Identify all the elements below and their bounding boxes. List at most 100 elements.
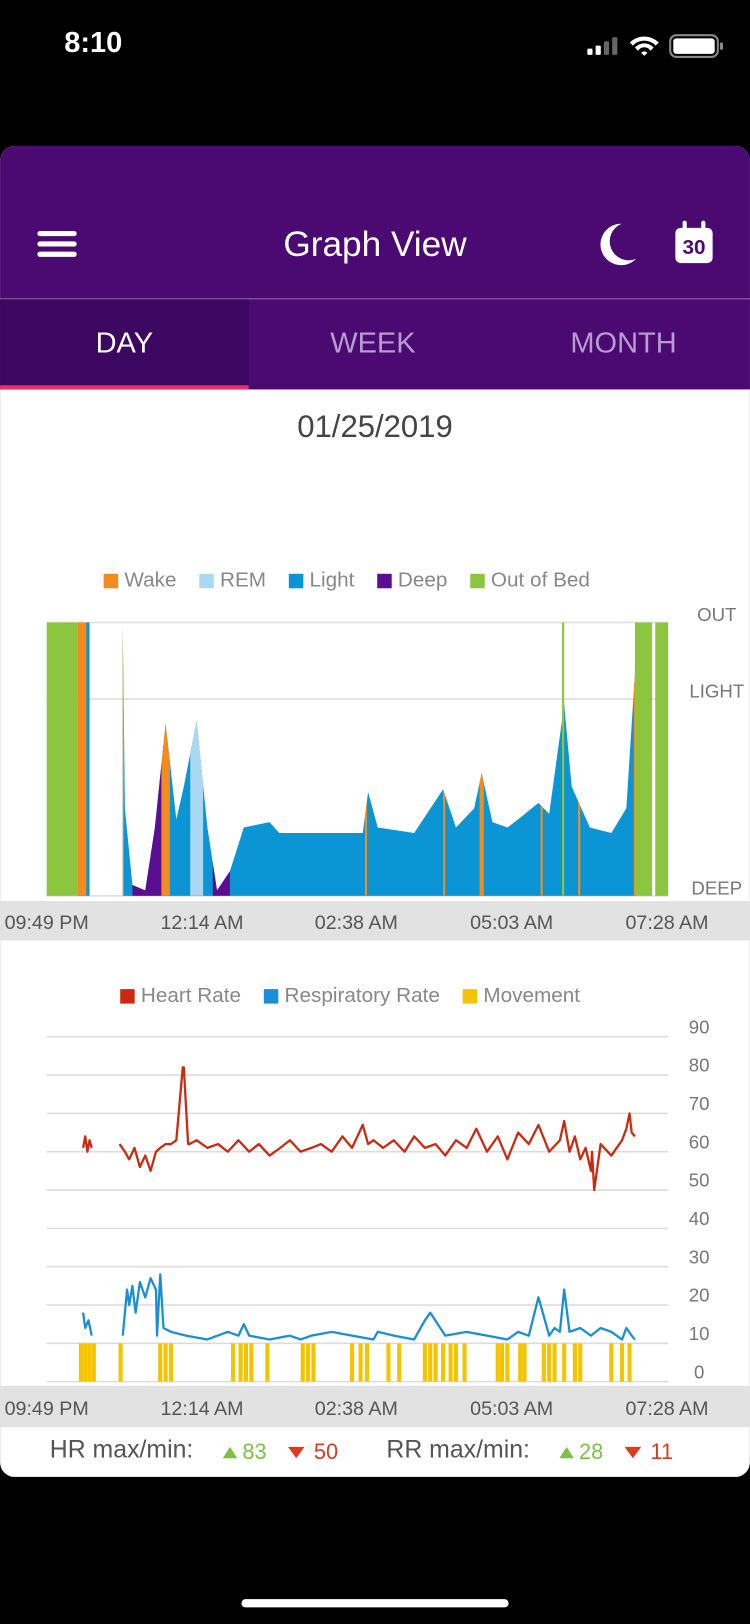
legend-swatch bbox=[103, 573, 119, 589]
movement-bar bbox=[505, 1343, 510, 1382]
x-tick-label: 07:28 AM bbox=[626, 1398, 709, 1420]
y-tick-label: 70 bbox=[689, 1093, 710, 1114]
rr-max: 28 bbox=[579, 1439, 603, 1464]
series-line bbox=[81, 1273, 636, 1341]
movement-bar bbox=[265, 1343, 270, 1382]
tab-day[interactable]: DAY bbox=[96, 328, 153, 360]
time-axis-band bbox=[0, 1385, 750, 1428]
stage-span bbox=[46, 622, 78, 896]
legend-label: REM bbox=[220, 569, 266, 592]
hr-min: 50 bbox=[314, 1439, 338, 1464]
y-tick-label: 80 bbox=[689, 1055, 710, 1076]
movement-bar bbox=[163, 1343, 168, 1382]
legend-label: Light bbox=[310, 569, 355, 592]
movement-bar bbox=[358, 1343, 363, 1382]
tab-month[interactable]: MONTH bbox=[570, 328, 676, 360]
movement-bar bbox=[306, 1343, 311, 1382]
tab-indicator bbox=[0, 385, 249, 390]
down-arrow bbox=[288, 1446, 305, 1459]
sleep-button[interactable] bbox=[600, 223, 636, 266]
y-tick-label: 60 bbox=[689, 1131, 710, 1152]
legend-label: Heart Rate bbox=[141, 984, 241, 1007]
movement-bar bbox=[441, 1343, 446, 1382]
movement-bar bbox=[87, 1343, 92, 1382]
movement-bar bbox=[428, 1343, 433, 1382]
x-tick-label: 12:14 AM bbox=[161, 1398, 244, 1420]
charts: DEEP LIGHT OUT 09:49 PM 12:14 AM 02:38 AM 05:0… bbox=[5, 569, 745, 1420]
header-title: Graph View bbox=[283, 225, 467, 264]
rr-min: 11 bbox=[651, 1439, 674, 1464]
y-tick-label: OUT bbox=[697, 604, 736, 625]
rr-label: RR max/min: bbox=[386, 1437, 530, 1464]
legend-swatch bbox=[470, 573, 485, 589]
movement-bar bbox=[448, 1343, 453, 1382]
movement-bar bbox=[547, 1343, 552, 1382]
sleep-area bbox=[77, 622, 638, 896]
legend-swatch bbox=[288, 573, 304, 589]
movement-bar bbox=[168, 1343, 174, 1382]
x-tick-label: 12:14 AM bbox=[161, 912, 244, 934]
movement-bar bbox=[91, 1343, 96, 1382]
hr-label: HR max/min: bbox=[50, 1437, 194, 1464]
legend-label: Movement bbox=[483, 984, 580, 1007]
legend-label: Respiratory Rate bbox=[285, 984, 440, 1007]
home-indicator bbox=[241, 1599, 509, 1608]
stage-span bbox=[562, 622, 565, 896]
movement-bar bbox=[499, 1343, 505, 1382]
movement-bar bbox=[231, 1343, 236, 1382]
x-tick-label: 09:49 PM bbox=[5, 912, 89, 934]
legend-swatch bbox=[120, 989, 135, 1004]
movement-bar bbox=[364, 1343, 370, 1382]
x-tick-label: 07:28 AM bbox=[626, 912, 709, 934]
up-arrow bbox=[559, 1446, 574, 1459]
movement-bar bbox=[433, 1343, 438, 1382]
header-divider bbox=[0, 298, 750, 300]
movement-bar bbox=[541, 1343, 546, 1382]
movement-bar bbox=[386, 1343, 391, 1382]
menu-button[interactable] bbox=[37, 230, 77, 257]
legend-swatch bbox=[462, 989, 478, 1004]
movement-bar bbox=[78, 1343, 84, 1382]
calendar-button[interactable]: 30 bbox=[675, 220, 713, 264]
movement-bar bbox=[609, 1343, 614, 1382]
tab-week[interactable]: WEEK bbox=[330, 328, 416, 360]
movement-bar bbox=[562, 1343, 567, 1382]
hr-max: 83 bbox=[242, 1439, 266, 1464]
calendar-day: 30 bbox=[682, 236, 705, 259]
x-tick-label: 05:03 AM bbox=[470, 1398, 553, 1420]
legend-label: Out of Bed bbox=[491, 569, 590, 592]
y-tick-label: 0 bbox=[694, 1361, 704, 1382]
movement-bar bbox=[249, 1343, 254, 1382]
y-tick-label: 40 bbox=[689, 1208, 710, 1229]
movement-bar bbox=[552, 1343, 557, 1382]
x-tick-label: 02:38 AM bbox=[315, 1398, 398, 1420]
movement-bar bbox=[422, 1343, 427, 1382]
movement-bar bbox=[578, 1343, 583, 1382]
x-tick-label: 02:38 AM bbox=[315, 912, 398, 934]
down-arrow bbox=[624, 1446, 642, 1459]
tab-selected-bg bbox=[0, 299, 249, 390]
movement-bar bbox=[238, 1343, 243, 1382]
x-tick-label: 05:03 AM bbox=[470, 912, 553, 934]
movement-bar bbox=[397, 1343, 402, 1382]
legend-label: Wake bbox=[124, 569, 176, 592]
movement-bar bbox=[453, 1343, 459, 1382]
stage-span bbox=[634, 622, 653, 896]
y-tick-label: 30 bbox=[689, 1246, 710, 1267]
y-tick-label: DEEP bbox=[691, 878, 742, 899]
y-tick-label: 20 bbox=[689, 1285, 710, 1306]
movement-bar bbox=[243, 1343, 249, 1382]
movement-bar bbox=[522, 1343, 527, 1382]
legend-swatch bbox=[263, 989, 279, 1004]
movement-bar bbox=[495, 1343, 500, 1382]
movement-bar bbox=[83, 1343, 88, 1382]
movement-bar bbox=[462, 1343, 467, 1382]
y-tick-label: LIGHT bbox=[689, 681, 744, 702]
stage-span bbox=[161, 622, 170, 896]
movement-bar bbox=[118, 1343, 123, 1382]
status-icons bbox=[587, 34, 723, 58]
series-line bbox=[81, 1066, 636, 1192]
movement-bar bbox=[311, 1343, 316, 1382]
